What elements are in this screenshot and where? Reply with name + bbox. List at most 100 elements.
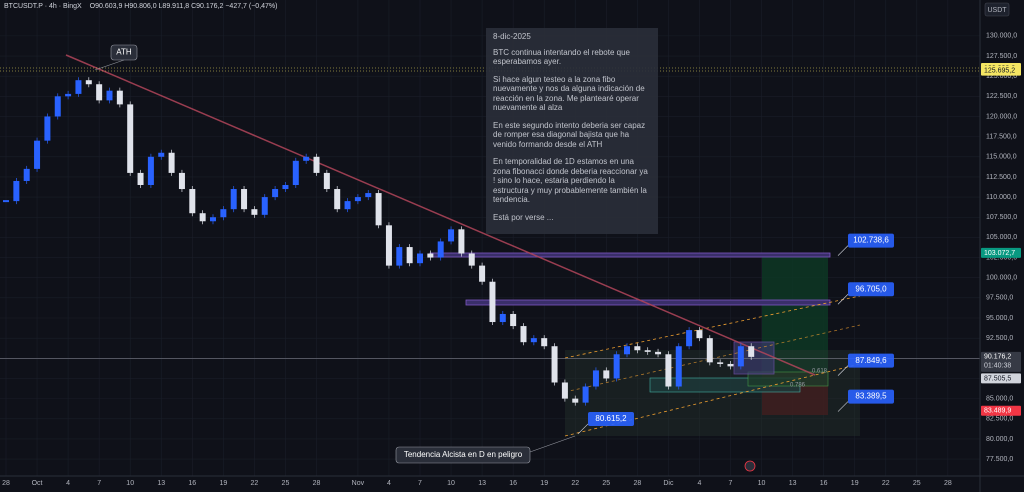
x-tick-label: 19 — [540, 480, 548, 487]
y-tick-label: 112.500,0 — [986, 174, 1017, 181]
price-label: 103.072,7 — [984, 250, 1015, 257]
y-tick-label: 117.500,0 — [986, 133, 1017, 140]
x-tick-label: 25 — [602, 480, 610, 487]
fib-label: 0.618 — [812, 369, 828, 375]
trend-label: Tendencia Alcista en D en peligro — [404, 450, 523, 459]
x-tick-label: 13 — [789, 480, 797, 487]
candle — [748, 346, 755, 357]
candle — [375, 193, 382, 226]
candle — [116, 90, 123, 105]
trend-line — [65, 54, 816, 376]
candle — [344, 201, 351, 210]
x-tick-label: 16 — [188, 480, 196, 487]
x-tick-label: Dic — [663, 480, 674, 487]
candle — [437, 241, 444, 258]
y-tick-label: 95.000,0 — [986, 315, 1013, 322]
candle — [313, 156, 320, 173]
x-tick-label: 4 — [697, 480, 701, 487]
channel-line — [564, 295, 861, 359]
candle — [168, 152, 175, 173]
candle — [189, 189, 196, 214]
candle — [106, 90, 113, 101]
header: BTCUSDT.P · 4h · BingX O90.603,9 H90.806… — [4, 3, 284, 10]
event-icon[interactable] — [744, 460, 756, 472]
x-tick-label: 7 — [418, 480, 422, 487]
candle — [634, 346, 641, 351]
y-tick-label: 107.500,0 — [986, 214, 1017, 221]
candles — [3, 77, 755, 406]
note: 8-dic-2025 BTC continua intentando el re… — [486, 28, 658, 234]
candle — [696, 330, 703, 339]
callout-label: 83.389,5 — [855, 392, 887, 401]
candle — [417, 253, 423, 264]
candle — [665, 354, 672, 387]
ath-label: ATH — [116, 48, 132, 57]
candle — [717, 362, 724, 364]
candle — [75, 80, 82, 94]
ohlc: O90.603,9 H90.806,0 L89.911,8 C90.176,2 … — [89, 3, 278, 10]
price-label: 90.176,2 — [984, 354, 1011, 361]
candle — [592, 370, 599, 387]
candle — [13, 180, 20, 202]
x-tick-label: 13 — [478, 480, 486, 487]
candle — [261, 197, 268, 215]
x-tick-label: Oct — [32, 480, 43, 487]
candle — [137, 172, 144, 185]
y-tick-label: 77.500,0 — [986, 456, 1013, 463]
x-tick-label: 16 — [820, 480, 828, 487]
x-tick-label: 13 — [157, 480, 165, 487]
y-tick-label: 130.000,0 — [986, 33, 1017, 40]
connector — [837, 245, 849, 256]
candle — [613, 354, 620, 379]
candle — [686, 330, 693, 347]
price-label-box — [981, 247, 1021, 258]
candle — [127, 104, 134, 173]
price-label: 87.505,5 — [984, 375, 1011, 382]
candle — [241, 189, 248, 210]
trend-label-box — [395, 446, 531, 464]
x-tick-label: 22 — [571, 480, 579, 487]
symbol: BTCUSDT.P · 4h · BingX — [4, 3, 82, 10]
y-tick-label: 85.000,0 — [986, 395, 1013, 402]
candle — [85, 80, 92, 85]
x-tick-label: 4 — [387, 480, 391, 487]
price-label-box — [981, 65, 1021, 76]
note-paragraph: En este segundo intento deberia ser capa… — [493, 120, 646, 149]
x-tick-label: 25 — [282, 480, 290, 487]
x-tick-label: 10 — [447, 480, 455, 487]
candle — [458, 229, 465, 254]
currency-box[interactable] — [984, 2, 1010, 17]
countdown: 01:40:38 — [984, 363, 1011, 370]
x-tick-label: 4 — [66, 480, 70, 487]
note-paragraph: Si hace algun testeo a la zona fibo nuev… — [493, 74, 645, 113]
candle — [624, 346, 630, 355]
candle — [675, 346, 682, 387]
y-tick-label: 92.500,0 — [986, 335, 1013, 342]
candle — [54, 96, 61, 117]
candle — [603, 370, 610, 379]
price-label-box — [981, 373, 1021, 384]
price-label-box — [981, 405, 1021, 416]
candle — [582, 386, 589, 403]
x-tick-label: 28 — [313, 480, 321, 487]
note-date: 8-dic-2025 — [493, 32, 531, 41]
note-paragraph: En temporalidad de 1D estamos en una zon… — [493, 157, 648, 204]
candle — [220, 209, 227, 218]
callout-label: 87.849,6 — [855, 356, 887, 365]
x-tick-label: 10 — [758, 480, 766, 487]
candle — [448, 229, 455, 242]
candle — [3, 200, 9, 203]
callout-box — [848, 282, 894, 297]
x-tick-label: 10 — [126, 480, 134, 487]
candle — [396, 247, 403, 266]
x-tick-label: 22 — [251, 480, 259, 487]
x-tick-label: Nov — [352, 480, 365, 487]
candle — [147, 156, 154, 185]
callout-label: 80.615,2 — [595, 414, 627, 423]
candle — [334, 189, 341, 210]
x-tick-label: 19 — [219, 480, 227, 487]
callout-label: 102.738,6 — [853, 236, 889, 245]
candle — [551, 346, 558, 383]
y-tick-label: 80.000,0 — [986, 436, 1013, 443]
price-label: 83.489,9 — [984, 408, 1011, 415]
